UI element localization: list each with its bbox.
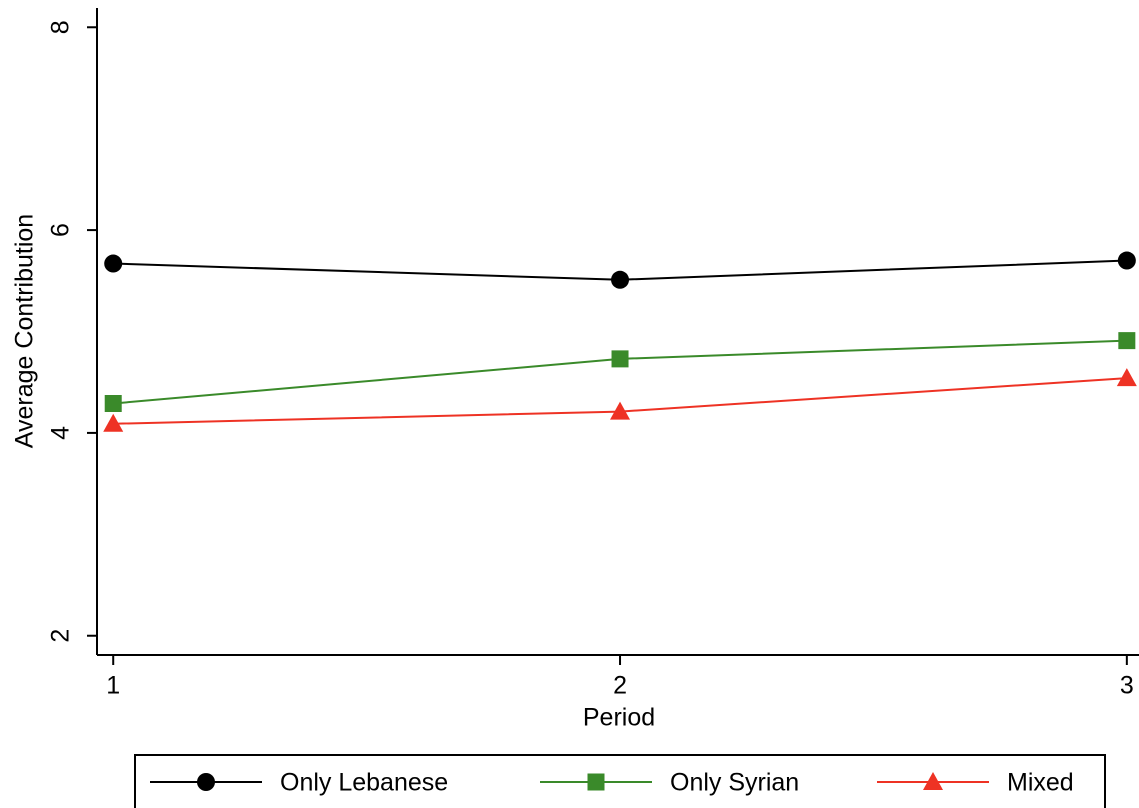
y-axis-title: Average Contribution (11, 214, 39, 448)
point (1116, 368, 1137, 387)
x-tick-label: 3 (1120, 672, 1134, 700)
point (1118, 332, 1136, 350)
point (103, 413, 124, 432)
y-tick-label: 6 (47, 223, 75, 237)
x-axis-title: Period (583, 704, 655, 732)
y-tick-label: 4 (47, 426, 75, 440)
point (611, 270, 630, 289)
legend-label: Mixed (1007, 769, 1074, 797)
x-tick-label: 2 (613, 672, 627, 700)
legend-marker (587, 773, 605, 791)
point (104, 254, 123, 273)
point (1117, 251, 1136, 270)
legend-marker (197, 773, 215, 791)
point (610, 401, 631, 420)
legend-box (134, 754, 1106, 808)
point (611, 350, 629, 368)
legend-marker (923, 772, 943, 790)
legend-label: Only Lebanese (280, 769, 448, 797)
y-tick-label: 2 (47, 629, 75, 643)
legend-label: Only Syrian (670, 769, 799, 797)
point (104, 395, 122, 413)
y-tick-label: 8 (47, 20, 75, 34)
x-tick-label: 1 (106, 672, 120, 700)
series-line (113, 339, 1127, 405)
